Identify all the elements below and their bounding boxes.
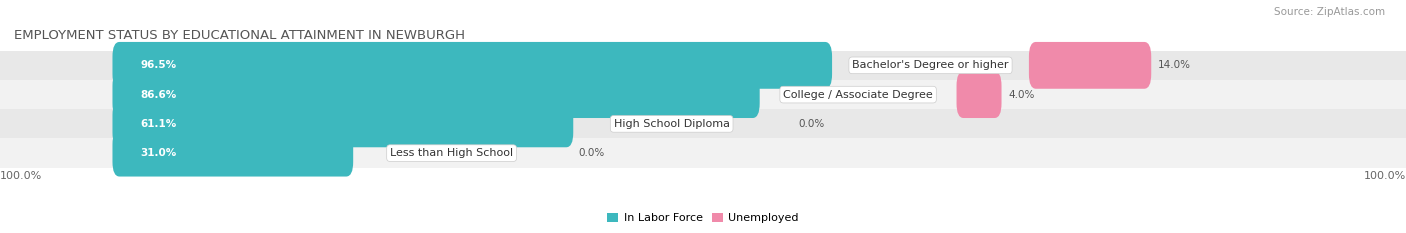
Text: 96.5%: 96.5% [141, 60, 177, 70]
Text: EMPLOYMENT STATUS BY EDUCATIONAL ATTAINMENT IN NEWBURGH: EMPLOYMENT STATUS BY EDUCATIONAL ATTAINM… [14, 29, 465, 42]
Text: 100.0%: 100.0% [1364, 171, 1406, 181]
Text: College / Associate Degree: College / Associate Degree [783, 90, 934, 100]
FancyBboxPatch shape [956, 71, 1001, 118]
Text: 61.1%: 61.1% [141, 119, 177, 129]
FancyBboxPatch shape [112, 71, 759, 118]
Legend: In Labor Force, Unemployed: In Labor Force, Unemployed [603, 209, 803, 228]
Text: Less than High School: Less than High School [389, 148, 513, 158]
Bar [0, 138, 1406, 168]
Text: 4.0%: 4.0% [1008, 90, 1035, 100]
Text: High School Diploma: High School Diploma [613, 119, 730, 129]
FancyBboxPatch shape [1029, 42, 1152, 89]
Text: 100.0%: 100.0% [0, 171, 42, 181]
Text: 0.0%: 0.0% [578, 148, 605, 158]
Bar [0, 80, 1406, 109]
Text: 14.0%: 14.0% [1159, 60, 1191, 70]
Bar [0, 51, 1406, 80]
Text: 86.6%: 86.6% [141, 90, 177, 100]
FancyBboxPatch shape [112, 42, 832, 89]
Text: Bachelor's Degree or higher: Bachelor's Degree or higher [852, 60, 1008, 70]
FancyBboxPatch shape [112, 130, 353, 177]
Text: 0.0%: 0.0% [799, 119, 824, 129]
Bar [0, 109, 1406, 138]
Text: Source: ZipAtlas.com: Source: ZipAtlas.com [1274, 7, 1385, 17]
FancyBboxPatch shape [112, 100, 574, 147]
Text: 31.0%: 31.0% [141, 148, 177, 158]
